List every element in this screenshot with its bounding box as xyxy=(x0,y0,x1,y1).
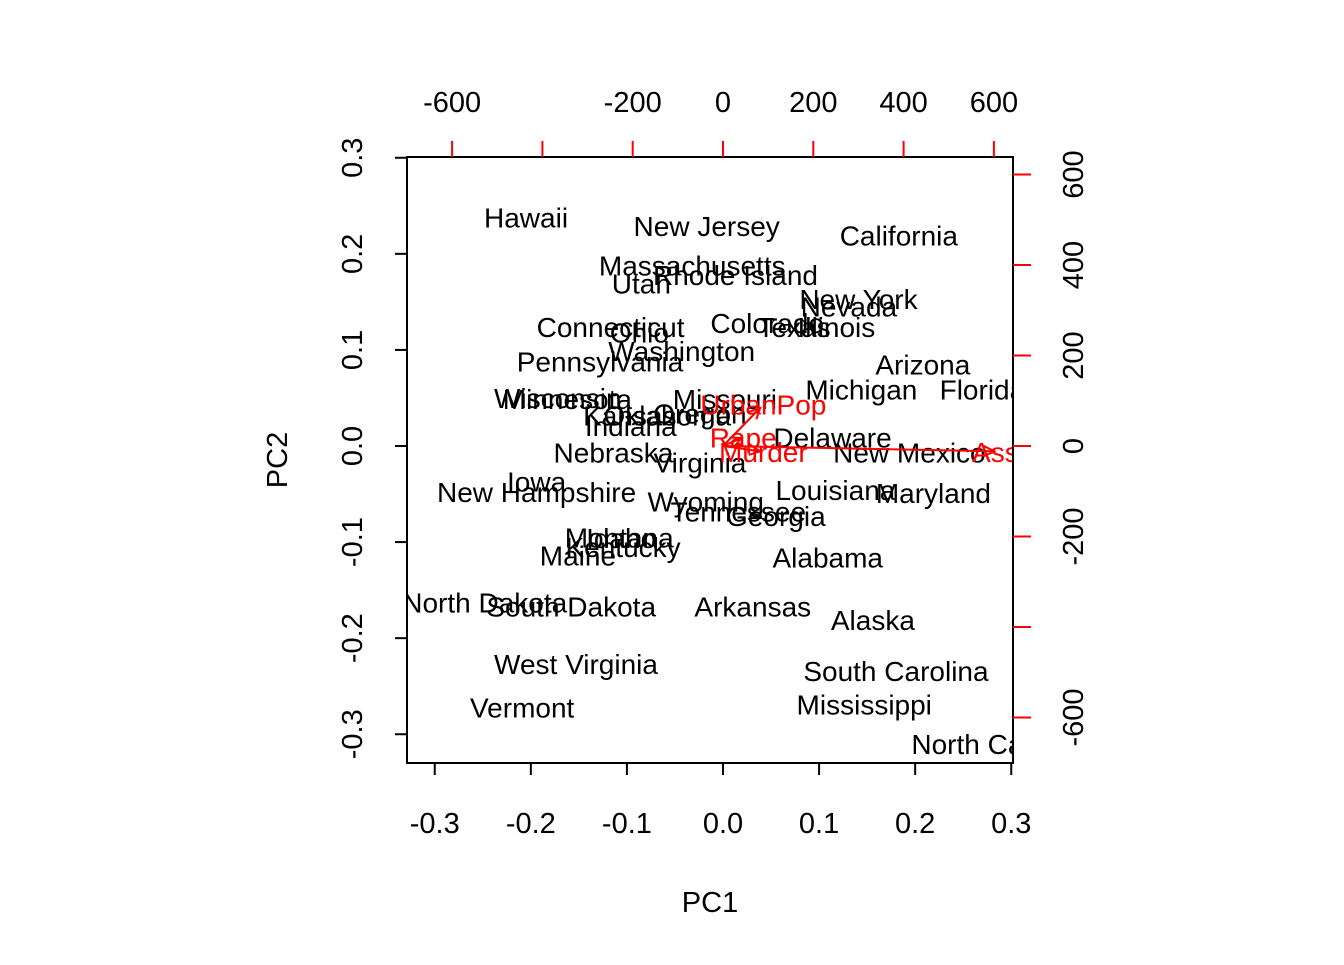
top-tick-label: 200 xyxy=(789,87,837,119)
point-label-oregon: Oregon xyxy=(653,398,746,429)
point-label-indiana: Indiana xyxy=(585,411,677,442)
point-label-idaho: Idaho xyxy=(586,523,656,554)
y-tick-label: -0.3 xyxy=(337,709,369,759)
top-tick-label: -200 xyxy=(604,87,662,119)
point-label-oklahoma: Oklahoma xyxy=(603,400,731,431)
top-tick-label: 600 xyxy=(970,87,1018,119)
point-label-pennsylvania: Pennsylvania xyxy=(517,346,684,377)
x-tick-label: 0.0 xyxy=(703,808,743,840)
x-tick-label: -0.2 xyxy=(506,808,556,840)
point-label-utah: Utah xyxy=(612,269,671,300)
x-tick-label: 0.2 xyxy=(895,808,935,840)
point-label-florida: Florida xyxy=(940,374,1026,405)
point-label-alaska: Alaska xyxy=(831,605,915,636)
loading-arrow-assault xyxy=(722,445,995,453)
point-label-illinois: Illinois xyxy=(797,312,875,343)
point-label-kansas: Kansas xyxy=(583,400,676,431)
point-label-iowa: Iowa xyxy=(507,467,567,498)
point-label-connecticut: Connecticut xyxy=(537,312,685,343)
right-tick-label: 200 xyxy=(1058,331,1090,379)
x-axis-title: PC1 xyxy=(682,887,738,919)
point-label-alabama: Alabama xyxy=(772,542,883,573)
point-label-minnesota: Minnesota xyxy=(503,384,633,415)
x-tick-label: 0.1 xyxy=(799,808,839,840)
point-label-maine: Maine xyxy=(540,541,616,572)
top-tick-label: 400 xyxy=(879,87,927,119)
point-label-washington: Washington xyxy=(608,336,755,367)
point-label-new-hampshire: New Hampshire xyxy=(437,477,636,508)
point-label-montana: Montana xyxy=(565,522,674,553)
right-tick-label: -200 xyxy=(1058,507,1090,565)
y-tick-label: -0.2 xyxy=(337,613,369,663)
y-tick-label: -0.1 xyxy=(337,517,369,567)
top-tick-label: 0 xyxy=(715,87,731,119)
top-tick-label: -600 xyxy=(423,87,481,119)
point-label-new-york: New York xyxy=(799,284,918,315)
loading-arrow-rape xyxy=(722,437,742,447)
y-tick-label: 0.2 xyxy=(337,234,369,274)
loading-label-murder: Murder xyxy=(719,437,808,468)
point-label-nebraska: Nebraska xyxy=(554,438,674,469)
point-label-mississippi: Mississippi xyxy=(797,689,932,720)
point-label-north-dakota: North Dakota xyxy=(402,588,567,619)
right-tick-label: 0 xyxy=(1058,438,1090,454)
loading-arrowhead xyxy=(983,444,997,458)
point-label-south-dakota: South Dakota xyxy=(486,591,656,622)
loading-arrowhead xyxy=(729,436,744,448)
point-label-georgia: Georgia xyxy=(726,501,826,532)
point-label-louisiana: Louisiana xyxy=(775,475,895,506)
right-tick-label: -600 xyxy=(1058,688,1090,746)
right-tick-label: 400 xyxy=(1058,241,1090,289)
point-label-vermont: Vermont xyxy=(470,692,574,723)
point-label-north-carolina: North Carolina xyxy=(911,729,1092,760)
point-label-south-carolina: South Carolina xyxy=(803,656,989,687)
point-label-massachusetts: Massachusetts xyxy=(599,250,786,281)
point-label-wyoming: Wyoming xyxy=(647,487,763,518)
point-label-arkansas: Arkansas xyxy=(694,591,811,622)
point-label-wisconsin: Wisconsin xyxy=(494,383,622,414)
point-label-hawaii: Hawaii xyxy=(484,202,568,233)
right-tick-label: 600 xyxy=(1058,150,1090,198)
point-label-new-mexico: New Mexico xyxy=(833,438,985,469)
x-tick-label: 0.3 xyxy=(991,808,1031,840)
x-tick-label: -0.3 xyxy=(410,808,460,840)
y-tick-label: 0.3 xyxy=(337,138,369,178)
loading-label-assault: Assault xyxy=(972,437,1064,468)
y-axis-title: PC2 xyxy=(262,432,294,488)
y-tick-label: 0.0 xyxy=(337,426,369,466)
point-label-new-jersey: New Jersey xyxy=(634,211,780,242)
loading-arrow-urbanpop xyxy=(722,407,761,447)
point-label-ohio: Ohio xyxy=(610,318,669,349)
point-label-virginia: Virginia xyxy=(654,447,747,478)
y-tick-label: 0.1 xyxy=(337,330,369,370)
point-label-nevada: Nevada xyxy=(801,292,898,323)
point-label-kentucky: Kentucky xyxy=(565,532,680,563)
loading-label-urbanpop: UrbanPop xyxy=(700,390,826,421)
loading-arrowhead xyxy=(748,406,762,420)
point-label-maryland: Maryland xyxy=(876,478,991,509)
point-label-tennessee: Tennessee xyxy=(671,496,806,527)
point-label-michigan: Michigan xyxy=(805,374,917,405)
point-label-texas: Texas xyxy=(758,312,831,343)
point-label-arizona: Arizona xyxy=(875,349,970,380)
x-tick-label: -0.1 xyxy=(602,808,652,840)
point-label-rhode-island: Rhode Island xyxy=(653,260,818,291)
point-label-california: California xyxy=(840,221,959,252)
point-label-west-virginia: West Virginia xyxy=(494,649,658,680)
point-label-colorado: Colorado xyxy=(710,308,824,339)
